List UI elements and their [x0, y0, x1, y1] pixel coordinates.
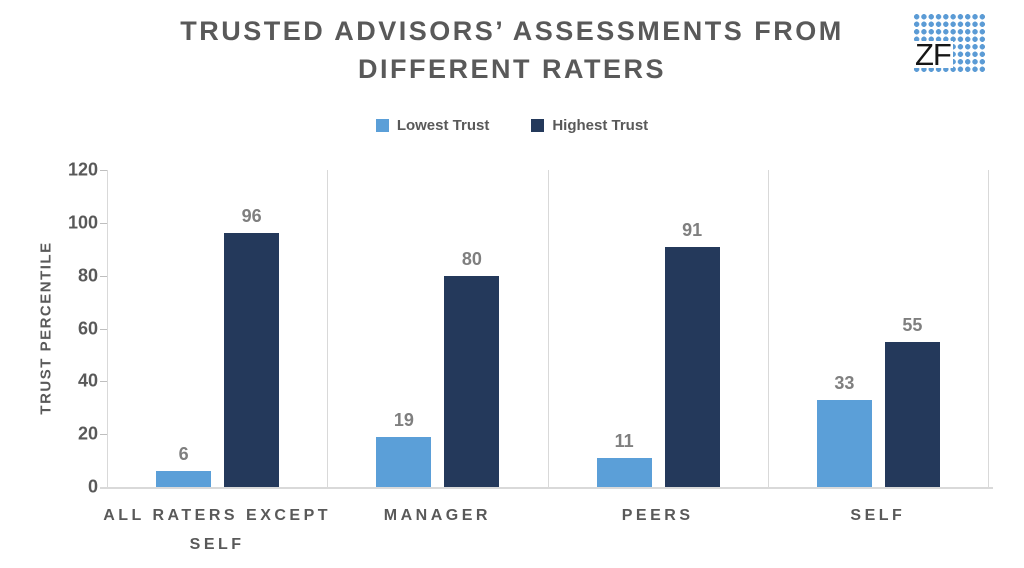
y-tick-mark-40 [100, 381, 107, 383]
y-tick-label-20: 20 [77, 423, 98, 444]
legend-item-highest-trust: Highest Trust [531, 117, 648, 134]
zf-logo: ZF [913, 13, 986, 73]
chart-title: TRUSTED ADVISORS’ ASSESSMENTS FROM DIFFE… [180, 16, 844, 84]
legend-swatch-lowest-trust [375, 119, 389, 132]
y-tick-label-80: 80 [77, 265, 98, 286]
y-tick-label-60: 60 [77, 318, 98, 338]
data-label-lowest-trust-manager: 19 [393, 409, 414, 430]
bar-lowest-trust-self: 33 [816, 373, 872, 487]
legend-swatch-highest-trust [531, 119, 545, 132]
category-label-text: MANAGER [383, 507, 491, 524]
category-panel-all-raters-except-self: 6 96 [108, 170, 329, 487]
legend-label: Highest Trust [552, 117, 649, 134]
bar-highest-trust-peers: 91 [664, 220, 720, 487]
category-panel-self: 33 55 [769, 170, 989, 487]
category-panel-manager: 19 80 [328, 170, 549, 487]
category-label-text: SELF [850, 507, 906, 524]
category-panel-peers: 11 91 [549, 170, 769, 487]
bar-highest-trust-all-raters-except-self: 96 [224, 206, 280, 487]
legend: Lowest Trust Highest Trust [0, 117, 1024, 134]
y-tick-label-120: 120 [67, 159, 98, 180]
y-tick-mark-20 [100, 434, 107, 436]
category-label-text: PEERS [621, 507, 694, 524]
data-label-lowest-trust-self: 33 [834, 372, 855, 393]
data-label-highest-trust-manager: 80 [461, 248, 482, 269]
y-tick-label-100: 100 [67, 212, 98, 233]
data-label-highest-trust-self: 55 [902, 314, 923, 335]
category-label-text: ALL RATERS EXCEPT SELF [103, 507, 332, 553]
bar-lowest-trust-peers: 11 [596, 431, 652, 487]
y-tick-mark-100 [100, 222, 107, 224]
data-label-lowest-trust-all-raters-except-self: 6 [178, 444, 189, 465]
data-label-lowest-trust-peers: 11 [614, 430, 634, 451]
bar-lowest-trust-manager: 19 [376, 410, 432, 487]
y-tick-mark-120 [100, 170, 107, 171]
y-tick-label-40: 40 [77, 370, 98, 391]
x-axis-line [100, 487, 993, 489]
bar-highest-trust-manager: 80 [444, 249, 500, 487]
plot-area: 6 96 19 80 11 91 33 55 [107, 170, 989, 487]
data-label-highest-trust-all-raters-except-self: 96 [241, 206, 262, 227]
data-label-highest-trust-peers: 91 [682, 219, 703, 240]
zf-logo-text: ZF [913, 37, 953, 72]
y-tick-mark-60 [100, 328, 107, 330]
bar-lowest-trust-all-raters-except-self: 6 [156, 444, 212, 487]
legend-label: Lowest Trust [396, 117, 490, 134]
legend-item-lowest-trust: Lowest Trust [375, 117, 490, 134]
y-tick-mark-80 [100, 275, 107, 277]
bar-highest-trust-self: 55 [884, 315, 940, 487]
y-tick-label-0: 0 [87, 476, 98, 497]
